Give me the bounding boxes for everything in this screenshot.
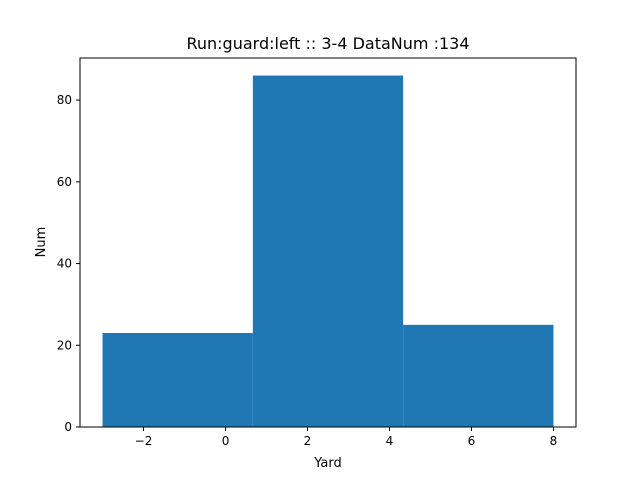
- histogram-bar-2: [252, 75, 404, 428]
- x-tick-label: 8: [550, 434, 558, 448]
- x-tick-label: 6: [468, 434, 476, 448]
- x-axis-ticks: −2 0 2 4 6 8: [135, 427, 558, 448]
- x-tick-label: 0: [222, 434, 230, 448]
- plot-frame: [79, 57, 577, 428]
- y-axis-label: Num: [34, 227, 49, 258]
- x-tick-label: 2: [304, 434, 312, 448]
- x-axis-label: Yard: [313, 456, 342, 471]
- y-tick-label: 20: [57, 338, 72, 352]
- y-tick-label: 0: [64, 420, 72, 434]
- y-tick-label: 60: [57, 175, 72, 189]
- y-axis-ticks: 0 20 40 60 80: [57, 93, 80, 434]
- y-tick-label: 40: [57, 257, 72, 271]
- histogram-bar-3: [403, 324, 554, 427]
- y-tick-label: 80: [57, 93, 72, 107]
- x-tick-label: 4: [386, 434, 394, 448]
- bars-group: [102, 75, 554, 428]
- x-tick-label: −2: [135, 434, 153, 448]
- histogram-bar-1: [102, 333, 253, 427]
- chart-title: Run:guard:left :: 3-4 DataNum :134: [186, 34, 469, 53]
